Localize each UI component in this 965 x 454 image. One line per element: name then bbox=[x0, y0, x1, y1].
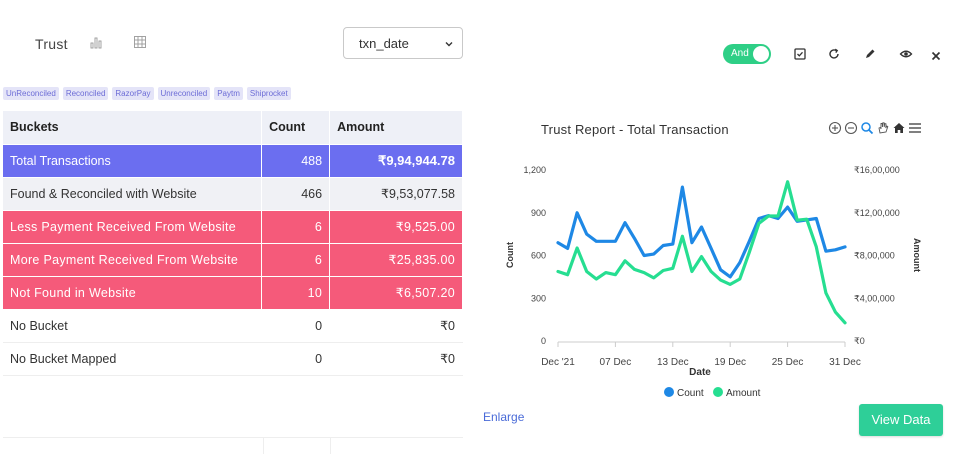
table-header-row: Buckets Count Amount bbox=[3, 111, 463, 145]
toggle-knob bbox=[753, 46, 769, 62]
tag-unreconciled[interactable]: UnReconciled bbox=[3, 87, 59, 100]
divider bbox=[330, 438, 331, 454]
amount-cell: ₹0 bbox=[329, 309, 463, 343]
x-tick-label: 19 Dec bbox=[714, 357, 746, 368]
y-axis-right: ₹0 ₹4,00,000 ₹8,00,000 ₹12,00,000 ₹16,00,000 bbox=[854, 165, 900, 346]
count-cell: 466 bbox=[261, 177, 331, 211]
x-tick-label: 25 Dec bbox=[772, 357, 804, 368]
count-cell: 0 bbox=[261, 342, 331, 376]
table-row[interactable]: No Bucket 0 ₹0 bbox=[3, 309, 463, 343]
y-right-tick-label: ₹12,00,000 bbox=[854, 208, 900, 218]
table-row[interactable]: No Bucket Mapped 0 ₹0 bbox=[3, 342, 463, 376]
zoom-in-icon[interactable] bbox=[828, 121, 842, 135]
filter-tags: UnReconciled Reconciled RazorPay Unrecon… bbox=[3, 87, 291, 100]
count-cell: 6 bbox=[261, 210, 331, 244]
y-left-tick-label: 900 bbox=[531, 208, 546, 218]
tag-razorpay[interactable]: RazorPay bbox=[112, 87, 154, 100]
x-tick-label: 13 Dec bbox=[657, 357, 689, 368]
x-tick-label: 07 Dec bbox=[600, 357, 632, 368]
legend-count-marker[interactable] bbox=[664, 387, 674, 397]
pan-hand-icon[interactable] bbox=[876, 121, 890, 135]
x-tick-label: Dec '21 bbox=[541, 357, 575, 368]
x-tick-label: 31 Dec bbox=[829, 357, 861, 368]
bucket-cell: Total Transactions bbox=[3, 144, 263, 178]
y-right-tick-label: ₹4,00,000 bbox=[854, 293, 895, 303]
refresh-icon[interactable] bbox=[827, 47, 841, 61]
header-area: Trust txn_date bbox=[0, 0, 475, 85]
toggle-label: And bbox=[731, 48, 749, 59]
y-right-tick-label: ₹8,00,000 bbox=[854, 251, 895, 261]
x-axis: Dec '21 07 Dec 13 Dec 19 Dec 25 Dec 31 Dec bbox=[541, 341, 861, 368]
y-left-tick-label: 1,200 bbox=[523, 165, 546, 175]
count-cell: 6 bbox=[261, 243, 331, 277]
bucket-cell: More Payment Received From Website bbox=[3, 243, 263, 277]
count-cell: 10 bbox=[261, 276, 331, 310]
amount-cell: ₹6,507.20 bbox=[329, 276, 463, 310]
buckets-table: Buckets Count Amount Total Transactions … bbox=[3, 111, 463, 376]
col-header-amount[interactable]: Amount bbox=[329, 111, 463, 145]
chart-legend: Count Amount bbox=[664, 387, 761, 399]
table-icon[interactable] bbox=[134, 36, 146, 48]
bucket-cell: Less Payment Received From Website bbox=[3, 210, 263, 244]
bar-chart-icon[interactable] bbox=[90, 35, 104, 49]
count-cell: 488 bbox=[261, 144, 331, 178]
y-left-tick-label: 600 bbox=[531, 251, 546, 261]
series-line-count bbox=[556, 185, 847, 279]
bucket-cell: Not Found in Website bbox=[3, 276, 263, 310]
tag-paytm[interactable]: Paytm bbox=[214, 87, 243, 100]
series-line-amount bbox=[556, 180, 847, 325]
amount-cell: ₹9,53,077.58 bbox=[329, 177, 463, 211]
reset-home-icon[interactable] bbox=[892, 121, 906, 135]
eye-icon[interactable] bbox=[899, 47, 913, 61]
date-field-select[interactable]: txn_date bbox=[343, 27, 463, 59]
close-icon[interactable] bbox=[929, 49, 943, 63]
legend-amount-label[interactable]: Amount bbox=[726, 388, 761, 399]
and-or-toggle[interactable]: And bbox=[723, 44, 771, 64]
col-header-buckets[interactable]: Buckets bbox=[3, 111, 263, 145]
y-axis-right-label: Amount bbox=[912, 238, 922, 272]
enlarge-link[interactable]: Enlarge bbox=[483, 410, 525, 424]
amount-cell: ₹9,525.00 bbox=[329, 210, 463, 244]
y-right-tick-label: ₹0 bbox=[854, 336, 865, 346]
edit-icon[interactable] bbox=[863, 47, 877, 61]
legend-count-label[interactable]: Count bbox=[677, 388, 704, 399]
legend-amount-marker[interactable] bbox=[713, 387, 723, 397]
bucket-cell: No Bucket Mapped bbox=[3, 342, 263, 376]
y-left-tick-label: 300 bbox=[531, 293, 546, 303]
view-data-button[interactable]: View Data bbox=[859, 404, 943, 436]
amount-cell: ₹25,835.00 bbox=[329, 243, 463, 277]
divider bbox=[263, 438, 264, 454]
amount-cell: ₹9,94,944.78 bbox=[329, 144, 463, 178]
table-footer bbox=[3, 437, 463, 454]
page-title: Trust bbox=[35, 36, 68, 52]
chart-tools bbox=[828, 121, 922, 135]
y-right-tick-label: ₹16,00,000 bbox=[854, 165, 900, 175]
bucket-cell: Found & Reconciled with Website bbox=[3, 177, 263, 211]
table-row[interactable]: More Payment Received From Website 6 ₹25… bbox=[3, 243, 463, 277]
table-row[interactable]: Found & Reconciled with Website 466 ₹9,5… bbox=[3, 177, 463, 211]
x-axis-label: Date bbox=[689, 367, 711, 378]
checkbox-icon[interactable] bbox=[793, 47, 807, 61]
bucket-cell: No Bucket bbox=[3, 309, 263, 343]
y-axis-left-label: Count bbox=[505, 242, 515, 268]
y-axis-left: 0 300 600 900 1,200 bbox=[523, 165, 546, 346]
chevron-down-icon bbox=[445, 42, 453, 47]
table-row[interactable]: Not Found in Website 10 ₹6,507.20 bbox=[3, 276, 463, 310]
table-row[interactable]: Less Payment Received From Website 6 ₹9,… bbox=[3, 210, 463, 244]
tag-shiprocket[interactable]: Shiprocket bbox=[246, 87, 291, 100]
menu-icon[interactable] bbox=[908, 121, 922, 135]
zoom-select-icon[interactable] bbox=[860, 121, 874, 135]
y-left-tick-label: 0 bbox=[541, 336, 546, 346]
col-header-count[interactable]: Count bbox=[261, 111, 331, 145]
chart-title: Trust Report - Total Transaction bbox=[541, 122, 729, 137]
tag-reconciled[interactable]: Reconciled bbox=[62, 87, 109, 100]
select-value: txn_date bbox=[359, 36, 409, 51]
table-row[interactable]: Total Transactions 488 ₹9,94,944.78 bbox=[3, 144, 463, 178]
trust-line-chart: 0 300 600 900 1,200 ₹0 ₹4,00,000 ₹8,00,000 ₹12,… bbox=[505, 165, 922, 399]
amount-cell: ₹0 bbox=[329, 342, 463, 376]
series-lines bbox=[556, 180, 847, 325]
tag-unreconciled-2[interactable]: Unreconciled bbox=[157, 87, 211, 100]
zoom-out-icon[interactable] bbox=[844, 121, 858, 135]
count-cell: 0 bbox=[261, 309, 331, 343]
